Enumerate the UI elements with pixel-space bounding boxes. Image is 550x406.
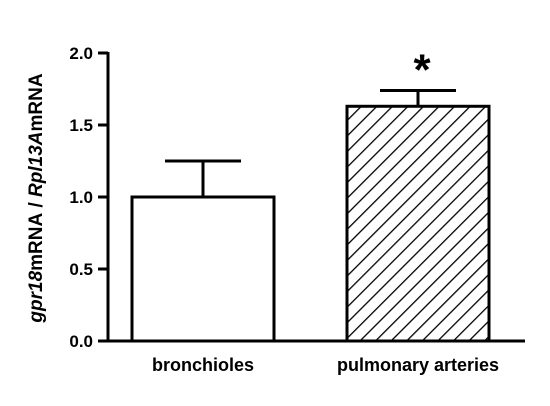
y-axis-label-part: gpr18 [26,270,47,323]
y-axis-label-part: Rpl13A [26,131,47,196]
y-tick-label: 0.5 [69,260,93,279]
x-category-label: bronchioles [152,355,254,375]
x-category-label: pulmonary arteries [337,355,499,375]
bar-pulmonary-arteries [345,104,491,343]
y-tick-label: 1.5 [69,116,93,135]
bar-bronchioles [130,195,276,343]
y-tick-label: 0.0 [69,332,93,351]
y-tick-label: 2.0 [69,44,93,63]
significance-marker: * [413,45,431,94]
y-axis-label: gpr18mRNA / Rpl13AmRNA [26,73,47,323]
y-axis-label-part: mRNA / [26,197,47,271]
y-axis-label-part: mRNA [26,73,47,131]
y-tick-label: 1.0 [69,188,93,207]
